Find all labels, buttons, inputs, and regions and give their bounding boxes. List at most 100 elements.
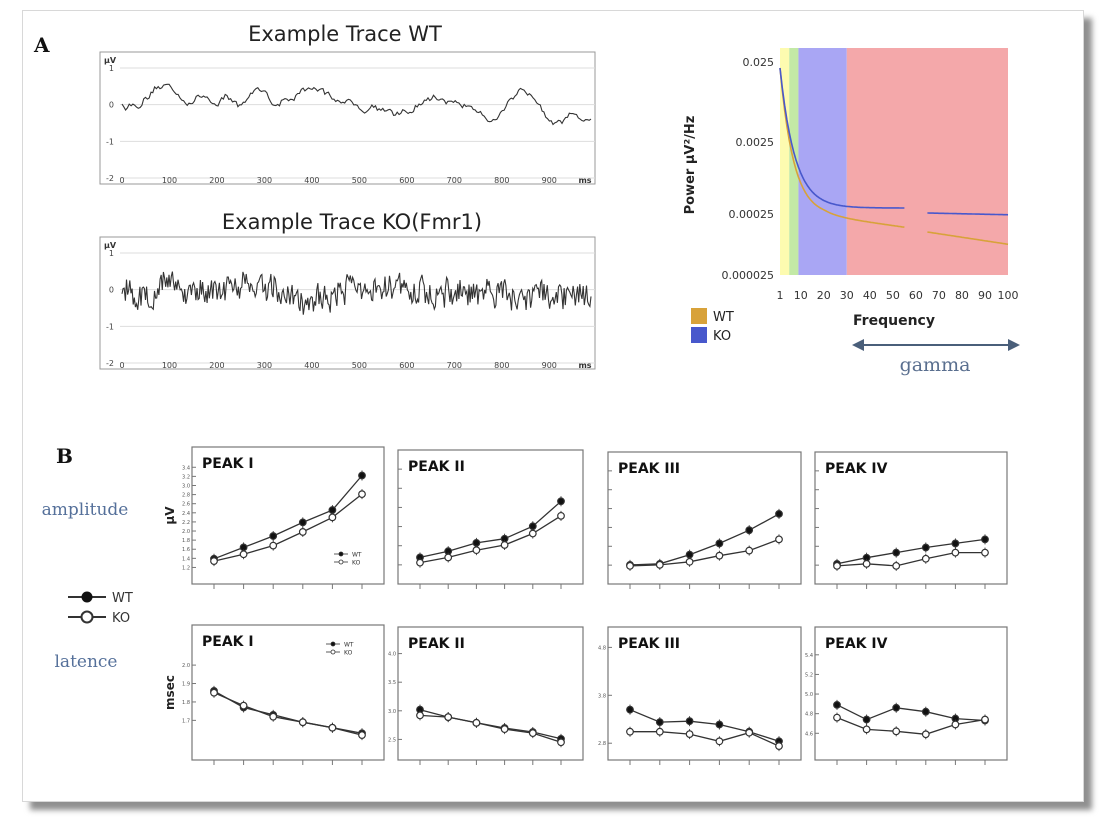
gamma-arrow	[852, 339, 1020, 351]
data-point-wt	[921, 543, 930, 552]
panel-ytick: 4.8	[598, 645, 606, 651]
data-point-ko	[833, 713, 841, 722]
panel-title: PEAK I	[202, 634, 254, 650]
trace-ytick: 0	[109, 286, 114, 295]
spectrum-ytick: 0.025	[743, 56, 775, 69]
spectrum-curve-wt	[927, 231, 1009, 246]
mini-legend-label: WT	[344, 642, 354, 649]
spectrum-ytick: 0.000025	[722, 269, 775, 282]
panel-frame	[191, 446, 385, 585]
series-line-ko	[836, 716, 986, 735]
trace-xtick: 600	[399, 176, 414, 185]
panel-frame	[814, 626, 1008, 761]
data-point-wt	[269, 532, 278, 540]
legend-b-ko: KO	[112, 611, 130, 626]
panel-ytick: 1.6	[182, 547, 190, 553]
data-point-wt	[862, 715, 871, 724]
legend-b-ko-marker	[80, 610, 94, 624]
gamma-label: gamma	[900, 354, 971, 376]
panel-frame	[397, 626, 584, 761]
series-line-wt	[629, 513, 780, 566]
data-point-ko	[358, 490, 366, 499]
trace-xtick: 500	[352, 176, 367, 185]
spectrum-xtick: 70	[932, 289, 946, 302]
panel-ytick: 2.4	[182, 511, 190, 517]
data-point-wt	[833, 700, 841, 709]
panel-ytick: 5.0	[805, 692, 813, 698]
trace-xtick: 400	[304, 176, 319, 185]
data-point-ko	[715, 737, 724, 746]
trace-xtick: 200	[209, 361, 224, 370]
data-point-wt	[655, 718, 664, 727]
data-point-ko	[626, 727, 634, 736]
data-point-ko	[951, 548, 960, 557]
spectrum-xtick: 40	[863, 289, 877, 302]
series-line-ko	[629, 538, 780, 567]
trace-xtick: 800	[494, 361, 509, 370]
panel-ylabel: µV	[163, 506, 177, 525]
data-point-ko	[416, 558, 424, 567]
data-point-ko	[269, 712, 278, 721]
trace-xtick: 100	[162, 176, 177, 185]
panel-ytick: 5.2	[805, 672, 813, 678]
trace-yunit: µV	[104, 56, 117, 65]
trace-ytick: 0	[109, 101, 114, 110]
data-point-ko	[655, 560, 664, 569]
data-point-ko	[775, 535, 783, 544]
panel-frame	[191, 624, 385, 761]
panel-ytick: 4.6	[805, 731, 813, 737]
trace-ytick: -1	[106, 322, 114, 331]
data-point-ko	[685, 557, 694, 566]
peak-panel-amplitude-1: PEAK I 3.4 3.2 3.0 2.8 2.6 2.4 2.2 2.0 1.8 1.6 1.4 1…	[163, 446, 385, 589]
data-point-ko	[528, 529, 537, 538]
data-point-wt	[626, 705, 634, 714]
panel-ytick: 2.0	[182, 663, 190, 669]
trace-xtick: 0	[119, 361, 124, 370]
panel-ytick: 2.8	[598, 741, 606, 747]
data-point-ko	[921, 554, 930, 563]
spectrum-band	[780, 48, 790, 275]
panel-ytick: 2.8	[182, 493, 190, 499]
data-point-wt	[892, 703, 901, 712]
series-line-wt	[419, 500, 562, 559]
spectrum-xtick: 1	[777, 289, 784, 302]
data-point-ko	[328, 513, 337, 522]
spectrum-xtick: 20	[817, 289, 831, 302]
trace-xtick: 700	[447, 361, 462, 370]
series-line-wt	[629, 709, 780, 742]
panel-label-a: A	[33, 33, 50, 57]
spectrum-curve-ko	[927, 212, 1009, 216]
data-point-ko	[745, 728, 754, 737]
mini-legend-marker	[330, 641, 336, 647]
spectrum-xtick: 30	[840, 289, 854, 302]
data-point-ko	[557, 738, 565, 747]
data-point-wt	[921, 707, 930, 716]
data-point-ko	[500, 725, 509, 734]
trace-frame	[99, 236, 596, 370]
spectrum-xtick: 60	[909, 289, 923, 302]
peak-panel-latence-2: PEAK II 4.0 3.5 3.0 2.5	[388, 626, 584, 765]
panel-title: PEAK IV	[825, 636, 888, 652]
legend-label-ko: KO	[713, 329, 731, 344]
trace-ytick: -2	[106, 359, 114, 368]
data-point-ko	[239, 701, 248, 710]
data-point-wt	[981, 535, 989, 544]
row-label-latence: latence	[55, 652, 118, 672]
spectrum-ylabel: Power µV²/Hz	[683, 116, 698, 215]
trace-xunit: ms	[578, 361, 591, 370]
panel-title: PEAK II	[408, 459, 465, 475]
spectrum-xtick: 100	[998, 289, 1019, 302]
trace-frame	[99, 51, 596, 185]
data-point-ko	[269, 541, 278, 550]
data-point-wt	[892, 548, 901, 557]
trace-ytick: -1	[106, 137, 114, 146]
trace-plot-ko: µV1 0 -1 -2 0 100 200 300 400 500 600 700 800 900 ms	[99, 236, 596, 370]
trace-xtick: 100	[162, 361, 177, 370]
data-point-ko	[444, 713, 453, 721]
trace-xtick: 900	[542, 361, 557, 370]
data-point-wt	[745, 526, 754, 535]
panel-title: PEAK IV	[825, 461, 888, 477]
data-point-ko	[921, 730, 930, 739]
panel-frame	[607, 451, 802, 585]
